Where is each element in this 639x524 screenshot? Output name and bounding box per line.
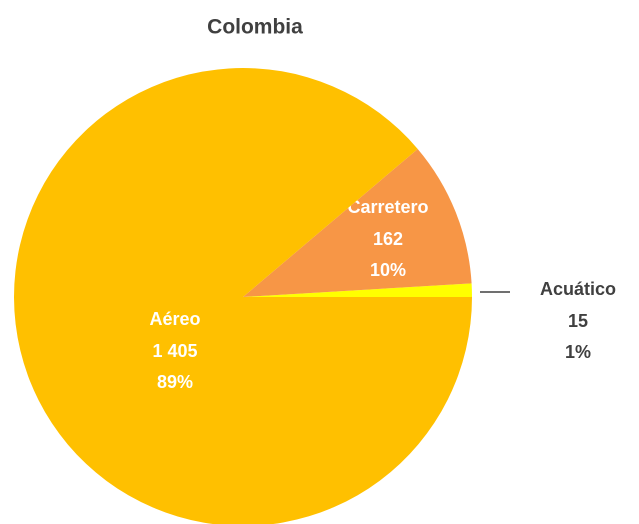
value-label: 1 405 [152,341,197,361]
slice-label: Aéreo [149,309,200,329]
percent-label: 89% [157,372,193,392]
chart-title: Colombia [207,16,303,39]
slice-label: Carretero [347,197,428,217]
value-label: 162 [373,229,403,249]
pie-slice [243,148,472,297]
value-label: 15 [568,311,588,331]
pie-slice [243,283,472,297]
percent-label: 10% [370,260,406,280]
slice-label: Acuático [540,279,616,299]
pie-slice [14,68,472,524]
percent-label: 1% [565,342,591,362]
